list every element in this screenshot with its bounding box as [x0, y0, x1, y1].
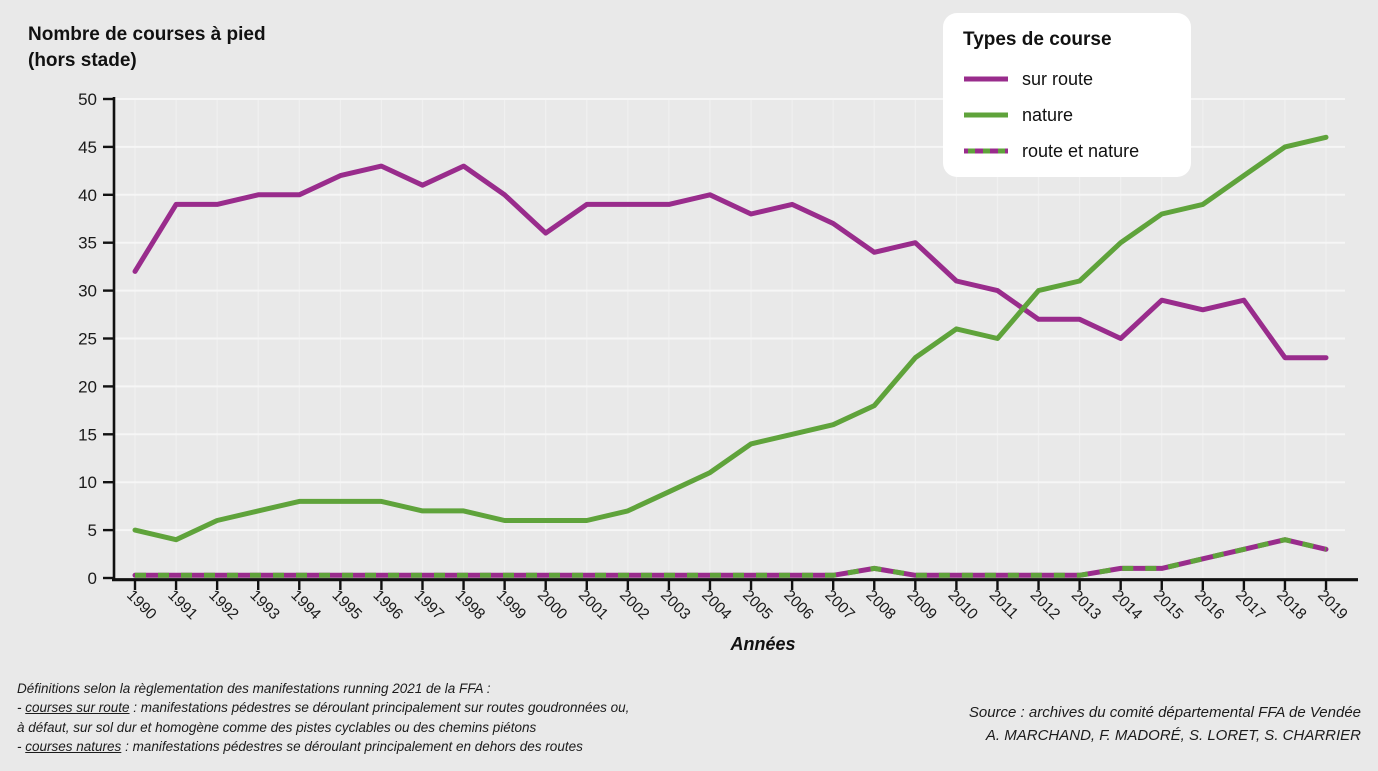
footnote-dash: - — [17, 738, 26, 754]
x-tick-label: 1998 — [452, 587, 488, 623]
y-tick-label: 35 — [78, 234, 97, 253]
y-tick-label: 10 — [78, 473, 97, 492]
x-axis-title: Années — [730, 634, 796, 654]
legend-item-route-et-nature: route et nature — [963, 133, 1191, 169]
legend-item-nature: nature — [963, 97, 1191, 133]
x-tick-label: 2007 — [821, 587, 857, 623]
x-tick-label: 2018 — [1273, 587, 1309, 623]
x-tick-label: 2006 — [780, 587, 816, 623]
footnote-text: : manifestations pédestres se déroulant … — [121, 738, 583, 754]
x-tick-label: 1997 — [411, 587, 447, 623]
x-tick-label: 2013 — [1068, 587, 1104, 623]
footnote: Définitions selon la règlementation des … — [17, 679, 629, 756]
legend-swatch-dashed — [964, 148, 1008, 154]
footnote-term-sur-route: courses sur route — [25, 700, 130, 716]
footnote-line3: à défaut, sur sol dur et homogène comme … — [17, 719, 537, 735]
legend-title: Types de course — [963, 29, 1112, 50]
y-tick-label: 25 — [78, 330, 97, 349]
series-dash-overlay-route-et-nature — [135, 537, 1327, 578]
x-tick-label: 2012 — [1027, 587, 1063, 623]
source-line1: Source : archives du comité départementa… — [968, 704, 1361, 721]
x-tick-label: 2003 — [657, 587, 693, 623]
footnote-term-courses-natures: courses natures — [25, 738, 122, 754]
x-tick-label: 2004 — [698, 587, 735, 624]
x-tick-label: 1999 — [493, 587, 529, 623]
x-tick-label: 2001 — [575, 587, 611, 623]
legend-label: route et nature — [1022, 140, 1140, 161]
footnote-line2: - courses sur route : manifestations péd… — [17, 698, 629, 717]
series-line-nature — [132, 134, 1329, 543]
legend-swatch-solid-purple — [964, 76, 1008, 82]
y-tick-label: 40 — [78, 186, 97, 205]
x-tick-label: 2016 — [1191, 587, 1227, 623]
x-tick-label: 2011 — [986, 587, 1022, 623]
source-credit: Source : archives du comité départementa… — [969, 701, 1361, 747]
x-tick-label: 2002 — [616, 587, 652, 623]
x-tick-label: 1996 — [370, 587, 406, 623]
x-tick-label: 2015 — [1150, 587, 1186, 623]
y-tick-label: 45 — [78, 138, 97, 157]
chart-title-line2: (hors stade) — [28, 50, 137, 71]
x-tick-label: 2005 — [739, 587, 775, 623]
x-tick-label: 1991 — [164, 587, 200, 623]
footnote-text: : manifestations pédestres se déroulant … — [129, 700, 630, 716]
x-tick-label: 1993 — [246, 587, 282, 623]
footnote-dash: - — [17, 700, 26, 716]
legend-swatch-solid-green — [964, 112, 1008, 118]
legend-label: sur route — [1022, 68, 1094, 89]
x-tick-label: 1992 — [205, 587, 241, 623]
y-tick-label: 0 — [88, 569, 97, 588]
x-tick-label: 2010 — [945, 587, 982, 624]
y-tick-label: 5 — [88, 521, 97, 540]
source-line2: A. MARCHAND, F. MADORÉ, S. LORET, S. CHA… — [985, 727, 1361, 744]
footnote-line4: - courses natures : manifestations pédes… — [17, 737, 629, 756]
y-tick-label: 30 — [78, 282, 97, 301]
chart-title-line1: Nombre de courses à pied — [28, 24, 266, 45]
y-tick-label: 50 — [78, 90, 97, 109]
legend-label: nature — [1022, 104, 1074, 125]
y-tick-label: 20 — [78, 377, 97, 396]
x-tick-label: 2008 — [862, 587, 898, 623]
legend: Types de course sur route nature route e… — [943, 13, 1191, 177]
x-tick-label: 1995 — [329, 587, 365, 623]
x-tick-label: 2014 — [1109, 587, 1146, 624]
x-tick-label: 1990 — [123, 587, 160, 624]
legend-item-sur-route: sur route — [963, 61, 1191, 97]
x-tick-label: 2017 — [1232, 587, 1268, 623]
x-tick-label: 2000 — [534, 587, 571, 624]
footnote-line1: Définitions selon la règlementation des … — [17, 681, 491, 696]
chart-title: Nombre de courses à pied (hors stade) — [28, 22, 266, 74]
x-tick-label: 1994 — [287, 587, 324, 624]
x-tick-label: 2019 — [1314, 587, 1350, 623]
x-tick-label: 2009 — [904, 587, 940, 623]
y-tick-label: 15 — [78, 425, 97, 444]
series-line-sur-route — [132, 163, 1329, 361]
